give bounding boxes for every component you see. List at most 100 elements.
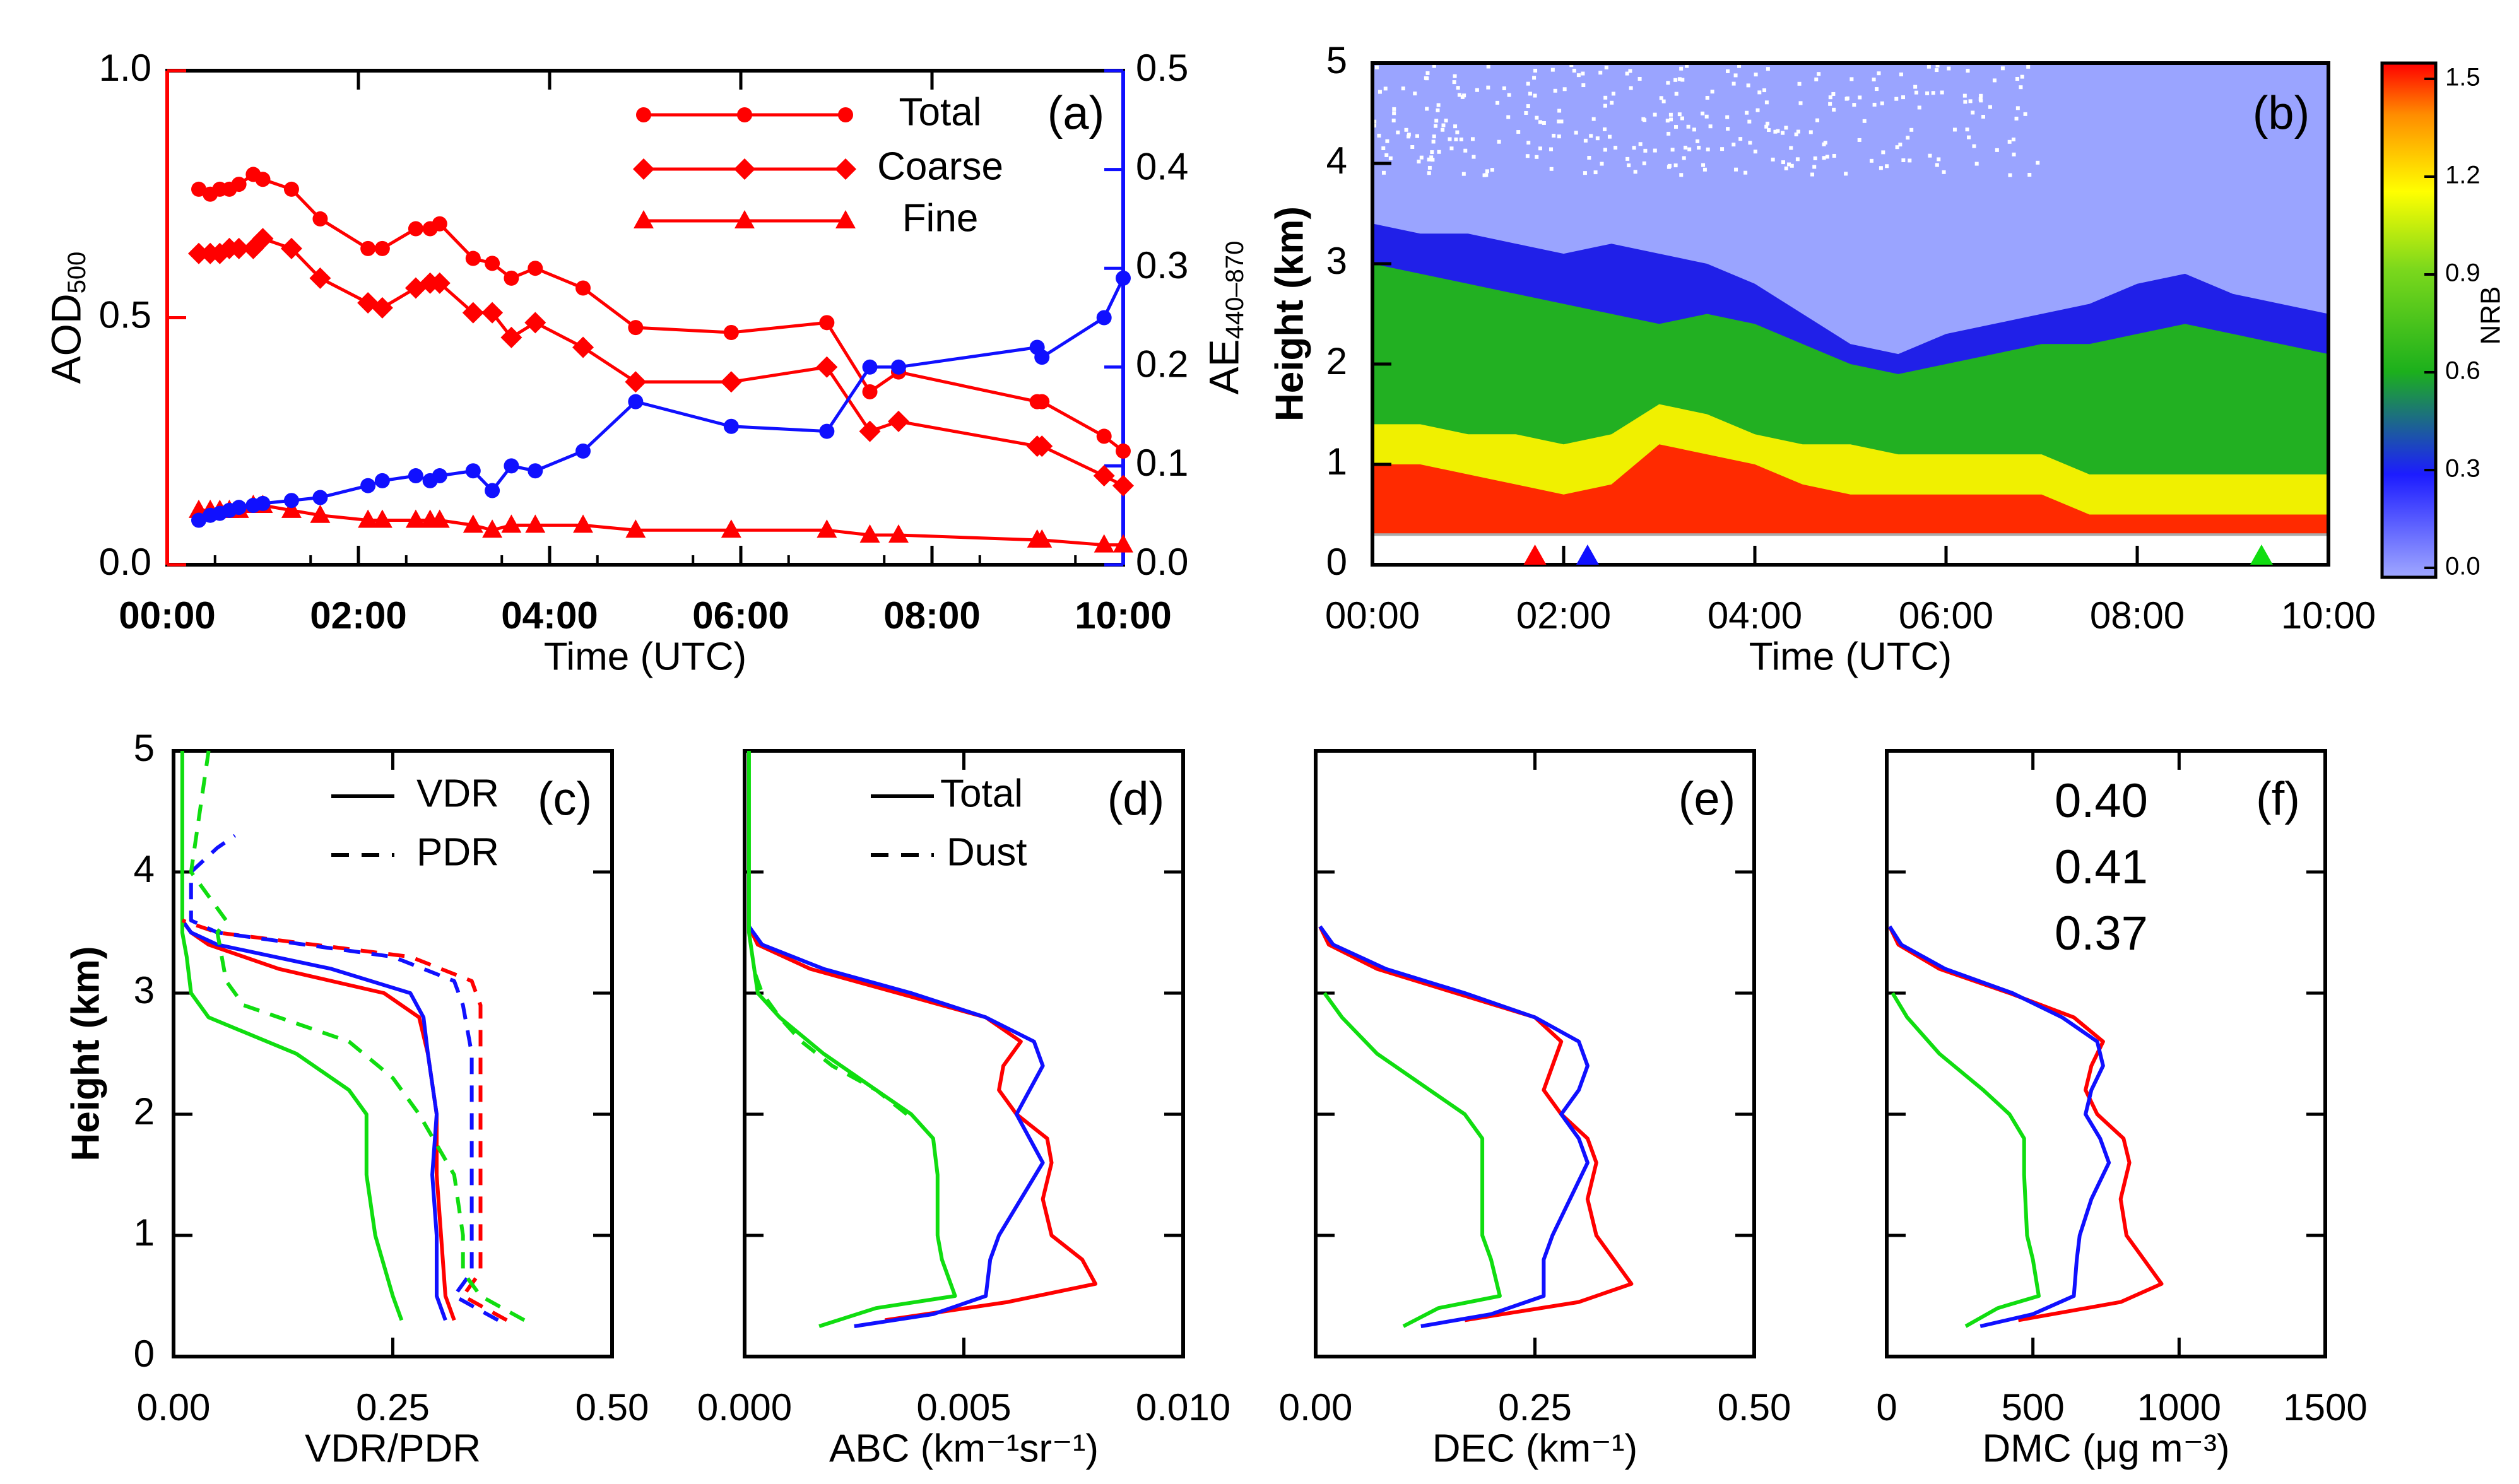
noise-dot <box>1832 153 1836 158</box>
below-signal-strip <box>1372 534 2328 565</box>
noise-dot <box>1822 156 1826 160</box>
noise-dot <box>1665 119 1670 123</box>
noise-dot <box>1526 141 1531 145</box>
noise-dot <box>1667 163 1672 168</box>
noise-dot <box>1673 163 1678 168</box>
noise-dot <box>1901 95 1905 100</box>
panel-e: 0.00 0.25 0.50 DEC (km⁻¹) (e) <box>1279 749 1791 1470</box>
noise-dot <box>1415 134 1419 138</box>
noise-dot <box>1781 160 1785 165</box>
marker-triangle <box>310 504 331 523</box>
noise-dot <box>1680 78 1685 82</box>
noise-dot <box>1486 64 1490 69</box>
noise-dot <box>1726 69 1730 73</box>
marker-circle <box>528 261 543 276</box>
time-marker <box>1523 545 1547 565</box>
noise-dot <box>1967 135 1971 139</box>
noise-dot <box>1828 95 1832 100</box>
noise-dot <box>1427 171 1431 175</box>
noise-dot <box>1925 91 1930 95</box>
y-tick-label: 1 <box>134 1211 155 1254</box>
noise-dot <box>1576 73 1581 78</box>
noise-dot <box>1666 81 1670 85</box>
noise-dot <box>1653 148 1657 153</box>
marker-triangle <box>281 499 302 518</box>
noise-dot <box>2036 160 2040 165</box>
noise-dot <box>1401 86 1405 91</box>
profile-line-0 <box>1887 926 2164 1322</box>
noise-dot <box>1952 127 1957 132</box>
noise-dot <box>1628 69 1632 73</box>
noise-dot <box>1704 114 1709 119</box>
noise-dot <box>1831 91 1836 96</box>
noise-dot <box>1869 158 1873 163</box>
noise-dot <box>1427 165 1432 170</box>
marker-triangle <box>573 514 594 533</box>
noise-dot <box>1669 117 1673 122</box>
noise-dot <box>1766 121 1770 126</box>
noise-dot <box>1901 158 1906 163</box>
noise-dot <box>1538 120 1542 124</box>
noise-dot <box>1583 171 1587 175</box>
x-tick-label: 1000 <box>2137 1386 2221 1428</box>
noise-dot <box>1899 72 1903 76</box>
noise-dot <box>1425 107 1429 111</box>
noise-dot <box>1914 90 1918 95</box>
noise-dot <box>1942 170 1946 174</box>
marker-diamond <box>1112 474 1134 497</box>
noise-dot <box>1538 146 1542 151</box>
marker-circle <box>723 418 739 434</box>
noise-dot <box>1454 137 1458 141</box>
noise-dot <box>1581 83 1586 88</box>
profile-line-1 <box>1318 925 1590 1328</box>
marker-circle <box>723 324 739 340</box>
noise-dot <box>1795 157 1800 162</box>
marker-circle <box>1116 443 1131 459</box>
noise-dot <box>1611 91 1615 96</box>
noise-dot <box>1562 87 1567 91</box>
noise-dot <box>1974 162 1979 166</box>
y-axis-label: Height (km) <box>64 946 107 1162</box>
marker-diamond <box>835 158 856 180</box>
noise-dot <box>1535 155 1539 159</box>
noise-dot <box>1392 107 1396 111</box>
noise-dot <box>1753 150 1757 154</box>
annotation-value: 0.37 <box>2055 907 2148 960</box>
y-left-tick-label: 1.0 <box>99 47 151 89</box>
marker-circle <box>408 221 423 237</box>
noise-dot <box>1627 163 1631 168</box>
y-tick-label: 5 <box>134 727 155 769</box>
marker-circle <box>1034 350 1050 365</box>
noise-dot <box>1417 160 1421 164</box>
noise-dot <box>1734 167 1738 172</box>
noise-dot <box>1638 142 1643 146</box>
x-tick-label: 04:00 <box>501 594 598 637</box>
marker-diamond <box>887 410 909 432</box>
noise-dot <box>1661 99 1666 103</box>
marker-diamond <box>1031 435 1053 457</box>
dust-profile-line <box>752 968 909 1116</box>
plot-frame <box>1314 749 1756 1358</box>
noise-dot <box>1881 150 1885 155</box>
noise-dot <box>1877 71 1881 76</box>
noise-dot <box>1673 78 1678 82</box>
marker-diamond <box>462 302 484 324</box>
y-right-tick-label: 0.4 <box>1136 145 1188 187</box>
noise-dot <box>1431 139 1436 144</box>
legend-label: Coarse <box>877 144 1003 188</box>
noise-dot <box>1559 119 1564 124</box>
marker-diamond <box>720 371 742 393</box>
x-tick-label: 10:00 <box>2281 594 2376 637</box>
noise-dot <box>1589 134 1593 138</box>
noise-dot <box>1550 68 1555 72</box>
noise-dot <box>1797 81 1802 86</box>
noise-dot <box>2007 139 2012 144</box>
noise-dot <box>1502 86 1506 90</box>
noise-dot <box>1490 168 1494 172</box>
profile-line-0 <box>180 919 456 1321</box>
legend-label: PDR <box>416 830 499 874</box>
noise-dot <box>1817 72 1821 76</box>
noise-dot <box>1697 146 1701 150</box>
marker-circle <box>360 240 376 256</box>
